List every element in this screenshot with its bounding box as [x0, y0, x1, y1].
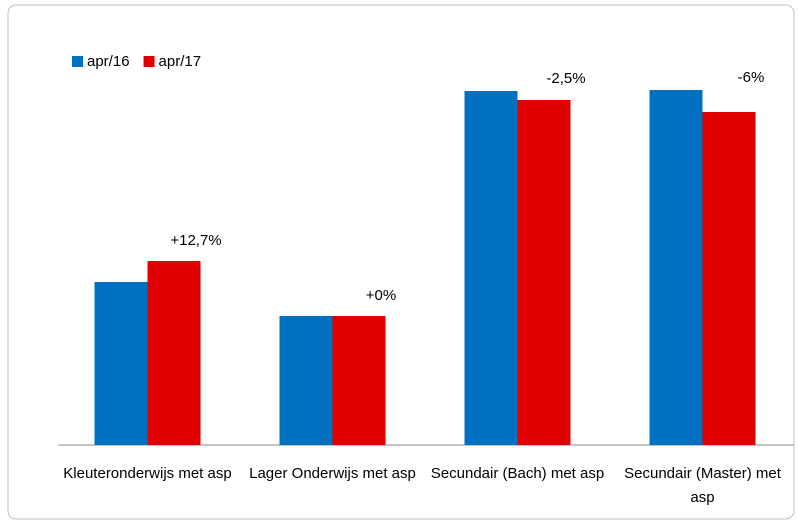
bar	[332, 316, 386, 445]
annotation: +12,7%	[170, 232, 221, 249]
bar	[94, 282, 148, 445]
bar	[279, 316, 333, 445]
bar	[464, 91, 518, 445]
chart-frame	[7, 4, 795, 520]
bar	[702, 112, 756, 445]
x-tick-label: Kleuteronderwijs met asp	[63, 465, 232, 482]
bar	[147, 261, 201, 445]
annotation: -6%	[738, 69, 765, 86]
bar	[517, 100, 571, 445]
legend-swatch	[72, 56, 83, 67]
annotation: +0%	[366, 287, 396, 304]
legend-label: apr/17	[159, 53, 202, 70]
x-tick-label: Lager Onderwijs met asp	[249, 465, 416, 482]
x-tick-label: Secundair (Bach) met asp	[430, 465, 605, 482]
bar	[649, 90, 703, 445]
annotation: -2,5%	[546, 70, 585, 87]
legend-label: apr/16	[87, 53, 130, 70]
x-tick-label: Secundair (Master) met asp	[624, 465, 781, 506]
legend-swatch	[143, 56, 155, 67]
